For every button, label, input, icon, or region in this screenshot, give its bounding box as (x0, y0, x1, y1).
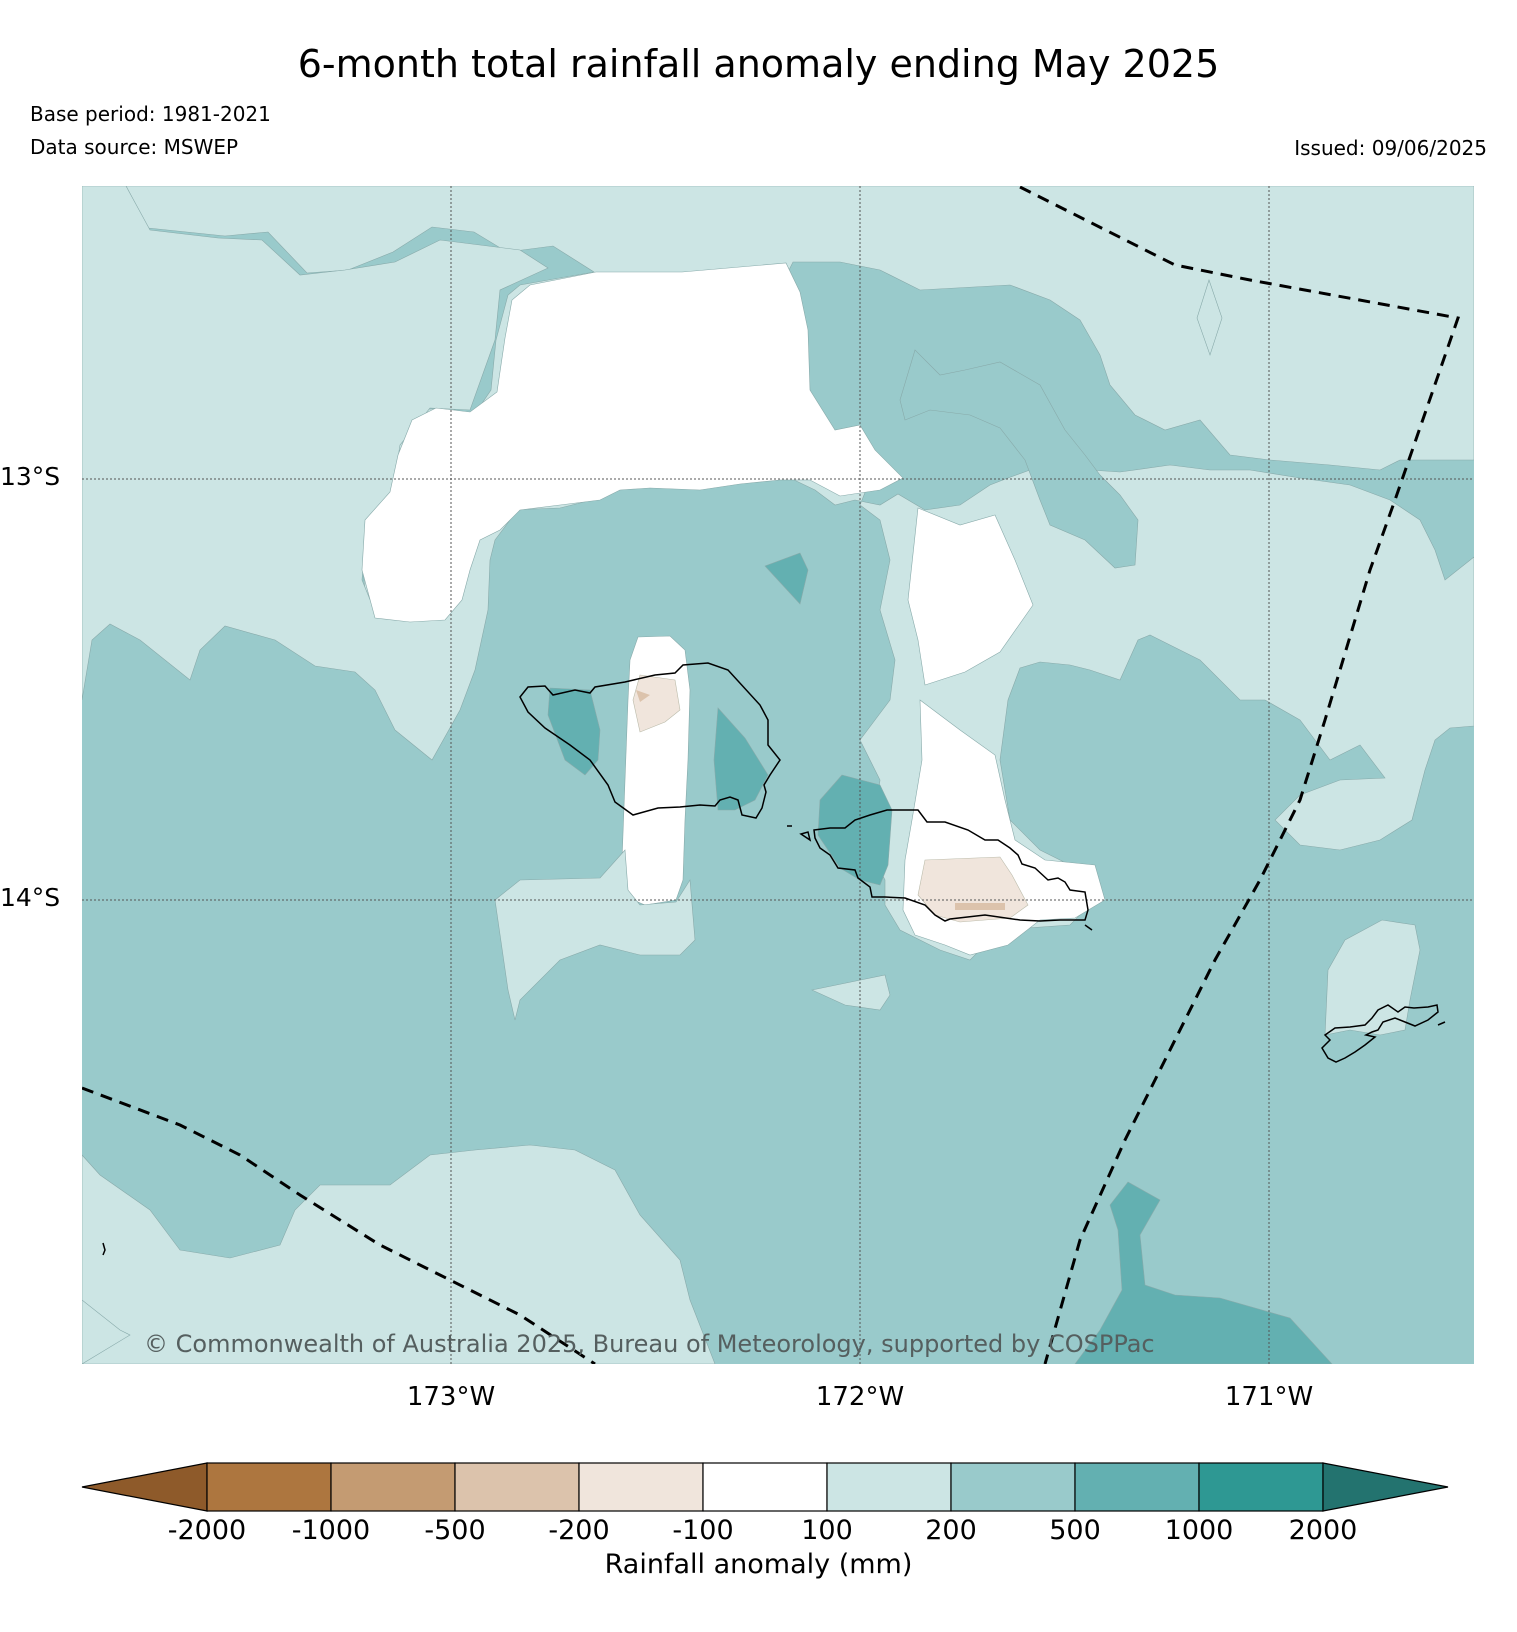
colorbar-tick-label: -500 (424, 1515, 486, 1546)
anomaly-100-200-savaii-south-region (494, 849, 696, 1021)
colorbar-tick-label: 200 (925, 1515, 977, 1546)
colorbar-segment-8 (1074, 1462, 1200, 1512)
western-islet-coastline (102, 1242, 106, 1256)
colorbar-segment-6 (826, 1462, 952, 1512)
eez-boundaries (82, 186, 1460, 1364)
anomaly-neg200-neg500-savaii-region (636, 690, 650, 702)
colorbar-extend-high (1322, 1462, 1449, 1512)
anomaly-near-zero-savaii-region (621, 635, 691, 906)
colorbar-tick-label: -100 (672, 1515, 734, 1546)
anomaly-100-200-diamond-region (1196, 279, 1223, 356)
colorbar-tick-label: -1000 (291, 1515, 371, 1546)
colorbar (81, 1462, 1449, 1512)
colorbar-segment-3 (454, 1462, 580, 1512)
colorbar-tick-label: -200 (548, 1515, 610, 1546)
coastlines (102, 662, 1446, 1256)
anomaly-100-200-tutuila-region (1324, 919, 1421, 1036)
longitude-label-172w: 172°W (815, 1382, 905, 1412)
map-title: 6-month total rainfall anomaly ending Ma… (297, 42, 1220, 86)
colorbar-tick-label: -2000 (167, 1515, 247, 1546)
colorbar-segment-9 (1198, 1462, 1324, 1512)
anomaly-500-1000-savaii-west-region (547, 687, 601, 776)
anomaly-neg100-neg200-savaii-region (632, 674, 681, 733)
savaii-coastline (519, 662, 781, 819)
issued-date-label: Issued: 09/06/2025 (1294, 136, 1487, 160)
longitude-label-173w: 173°W (406, 1382, 496, 1412)
colorbar-segment-7 (950, 1462, 1076, 1512)
colorbar-tick-label: 100 (801, 1515, 853, 1546)
upolu-coastline (813, 809, 1089, 922)
copyright-notice: © Commonwealth of Australia 2025, Bureau… (144, 1330, 1155, 1358)
aunuu-coastline (1437, 1021, 1446, 1026)
data-source-label: Data source: MSWEP (30, 135, 239, 159)
upolu-tail-coastline (1084, 924, 1093, 931)
eez-boundary-south (82, 1086, 596, 1364)
anomaly-neg200-neg500-upolu-region (955, 903, 1005, 910)
tutuila-coastline (1321, 1004, 1439, 1063)
anomaly-near-zero-east-island-region (907, 507, 1034, 686)
latitude-label-13s: 13°S (0, 462, 61, 491)
colorbar-tick-label: 500 (1049, 1515, 1101, 1546)
colorbar-extend-low (81, 1462, 208, 1512)
latitude-label-14s: 14°S (0, 883, 61, 912)
anomaly-500-1000-northeast-region (899, 349, 1139, 569)
graticule (82, 186, 1474, 1364)
manono-coastline (799, 831, 812, 842)
colorbar-tick-label: 1000 (1164, 1515, 1234, 1546)
anomaly-500-1000-strait-region (817, 774, 893, 886)
anomaly-500-1000-savaii-east-region (713, 707, 769, 811)
colorbar-segment-2 (330, 1462, 456, 1512)
anomaly-500-1000-southeast-region (1074, 1181, 1333, 1364)
base-period-label: Base period: 1981-2021 (30, 102, 271, 126)
colorbar-segment-1 (206, 1462, 332, 1512)
map-area (82, 186, 1474, 1364)
colorbar-segment-5 (702, 1462, 828, 1512)
colorbar-axis-label: Rainfall anomaly (mm) (604, 1549, 913, 1580)
anomaly-100-200-south-small-region (811, 974, 891, 1011)
anomaly-near-zero-north-region (361, 262, 904, 623)
longitude-label-171w: 171°W (1224, 1382, 1314, 1412)
anomaly-100-200-south-region (82, 1144, 716, 1364)
anomaly-500-1000-island-region (764, 552, 809, 605)
colorbar-tick-label: 2000 (1288, 1515, 1358, 1546)
eez-boundary-north (1019, 186, 1460, 1364)
colorbar-segment-4 (578, 1462, 704, 1512)
